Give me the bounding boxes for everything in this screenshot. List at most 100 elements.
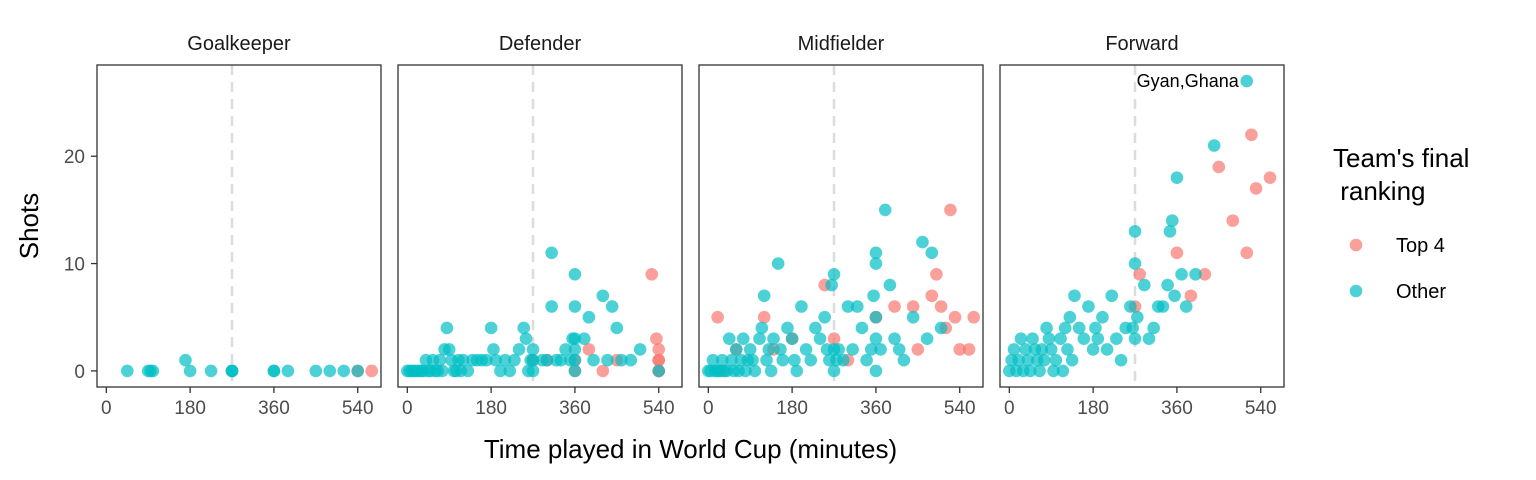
x-tick-label: 180 xyxy=(776,398,808,419)
data-point-other xyxy=(723,332,736,345)
data-point-other xyxy=(758,289,771,302)
data-point-other xyxy=(1124,300,1137,313)
data-point-other xyxy=(1082,300,1095,313)
data-point-other xyxy=(907,311,920,324)
data-point-other xyxy=(226,365,239,378)
data-point-other xyxy=(795,300,808,313)
data-point-top4 xyxy=(949,311,962,324)
panel-title: Defender xyxy=(499,33,582,55)
legend-key-top4 xyxy=(1350,239,1363,252)
data-point-other xyxy=(935,322,948,335)
x-tick-label: 360 xyxy=(1161,398,1193,419)
data-point-top4 xyxy=(935,300,948,313)
data-point-other xyxy=(569,268,582,281)
y-axis-title: Shots xyxy=(14,193,44,260)
panel-forward: ForwardGyan,Ghana0180360540 xyxy=(1000,33,1284,419)
y-axis-group: 01020 xyxy=(64,147,97,383)
panel-defender: Defender0180360540 xyxy=(398,33,682,419)
data-point-other xyxy=(578,332,591,345)
data-point-top4 xyxy=(912,343,925,356)
data-point-top4 xyxy=(944,204,957,217)
y-tick-label: 0 xyxy=(74,362,85,383)
data-point-other xyxy=(503,365,516,378)
data-point-top4 xyxy=(930,268,943,281)
data-point-other xyxy=(767,332,780,345)
legend-key-other xyxy=(1350,285,1363,298)
panel-background xyxy=(398,65,682,387)
data-point-other xyxy=(1115,354,1128,367)
data-point-other xyxy=(1043,332,1056,345)
data-point-top4 xyxy=(1185,289,1198,302)
data-point-other xyxy=(436,365,449,378)
data-point-top4 xyxy=(645,268,658,281)
data-point-other xyxy=(351,365,364,378)
data-point-other xyxy=(1129,257,1142,270)
x-tick-label: 360 xyxy=(860,398,892,419)
data-point-other xyxy=(1129,332,1142,345)
data-point-other xyxy=(569,365,582,378)
data-point-other xyxy=(1061,343,1074,356)
y-tick-label: 20 xyxy=(64,147,85,168)
data-point-other xyxy=(800,343,813,356)
data-point-other xyxy=(874,343,887,356)
data-point-top4 xyxy=(967,311,980,324)
data-point-other xyxy=(1050,354,1063,367)
data-point-other xyxy=(790,365,803,378)
data-point-other xyxy=(624,354,637,367)
data-point-other xyxy=(898,354,911,367)
data-point-other xyxy=(1240,75,1253,88)
data-point-other xyxy=(487,343,500,356)
data-point-top4 xyxy=(1133,268,1146,281)
data-point-other xyxy=(485,322,498,335)
data-point-other xyxy=(1101,343,1114,356)
data-point-other xyxy=(746,354,759,367)
x-tick-label: 360 xyxy=(258,398,290,419)
data-point-other xyxy=(1189,268,1202,281)
data-point-top4 xyxy=(1226,214,1239,227)
data-point-other xyxy=(121,365,134,378)
data-point-other xyxy=(1138,279,1151,292)
data-point-other xyxy=(1073,322,1086,335)
data-point-other xyxy=(1038,354,1051,367)
data-point-other xyxy=(837,354,850,367)
data-point-top4 xyxy=(1245,128,1258,141)
x-tick-label: 540 xyxy=(342,398,374,419)
data-point-top4 xyxy=(1240,247,1253,260)
data-point-other xyxy=(1105,289,1118,302)
data-point-other xyxy=(870,311,883,324)
data-point-other xyxy=(851,300,864,313)
data-point-other xyxy=(804,354,817,367)
data-point-top4 xyxy=(711,311,724,324)
legend-label: Other xyxy=(1396,281,1446,303)
data-point-other xyxy=(828,365,841,378)
data-point-other xyxy=(788,354,801,367)
data-point-other xyxy=(870,257,883,270)
data-point-other xyxy=(527,343,540,356)
data-point-top4 xyxy=(1213,161,1226,174)
data-point-other xyxy=(1157,300,1170,313)
data-point-other xyxy=(587,354,600,367)
data-point-other xyxy=(763,343,776,356)
data-point-other xyxy=(828,268,841,281)
data-point-other xyxy=(749,365,762,378)
data-point-top4 xyxy=(888,300,901,313)
data-point-other xyxy=(753,332,766,345)
data-point-other xyxy=(652,365,665,378)
data-point-other xyxy=(1096,311,1109,324)
data-point-top4 xyxy=(1264,171,1277,184)
data-point-top4 xyxy=(925,289,938,302)
data-point-other xyxy=(832,343,845,356)
data-point-other xyxy=(772,257,785,270)
data-point-other xyxy=(337,365,350,378)
data-point-other xyxy=(809,322,822,335)
data-point-top4 xyxy=(652,343,665,356)
panel-background xyxy=(97,65,381,387)
data-point-other xyxy=(1110,332,1123,345)
data-point-other xyxy=(1008,343,1021,356)
data-point-other xyxy=(925,247,938,260)
data-point-other xyxy=(323,365,336,378)
data-point-other xyxy=(856,322,869,335)
data-point-other xyxy=(569,343,582,356)
data-point-other xyxy=(777,354,790,367)
x-tick-label: 0 xyxy=(1004,398,1015,419)
